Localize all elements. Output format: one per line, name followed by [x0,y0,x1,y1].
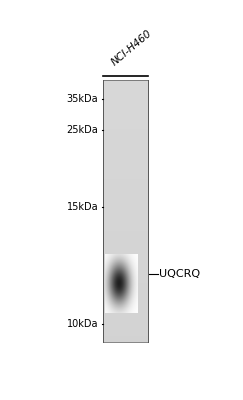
Text: 35kDa: 35kDa [67,94,98,104]
Text: 15kDa: 15kDa [67,202,98,212]
Text: NCI-H460: NCI-H460 [110,29,154,68]
Text: UQCRQ: UQCRQ [159,269,200,279]
Text: 25kDa: 25kDa [66,125,98,135]
Bar [103,80,148,342]
Text: 10kDa: 10kDa [67,319,98,329]
